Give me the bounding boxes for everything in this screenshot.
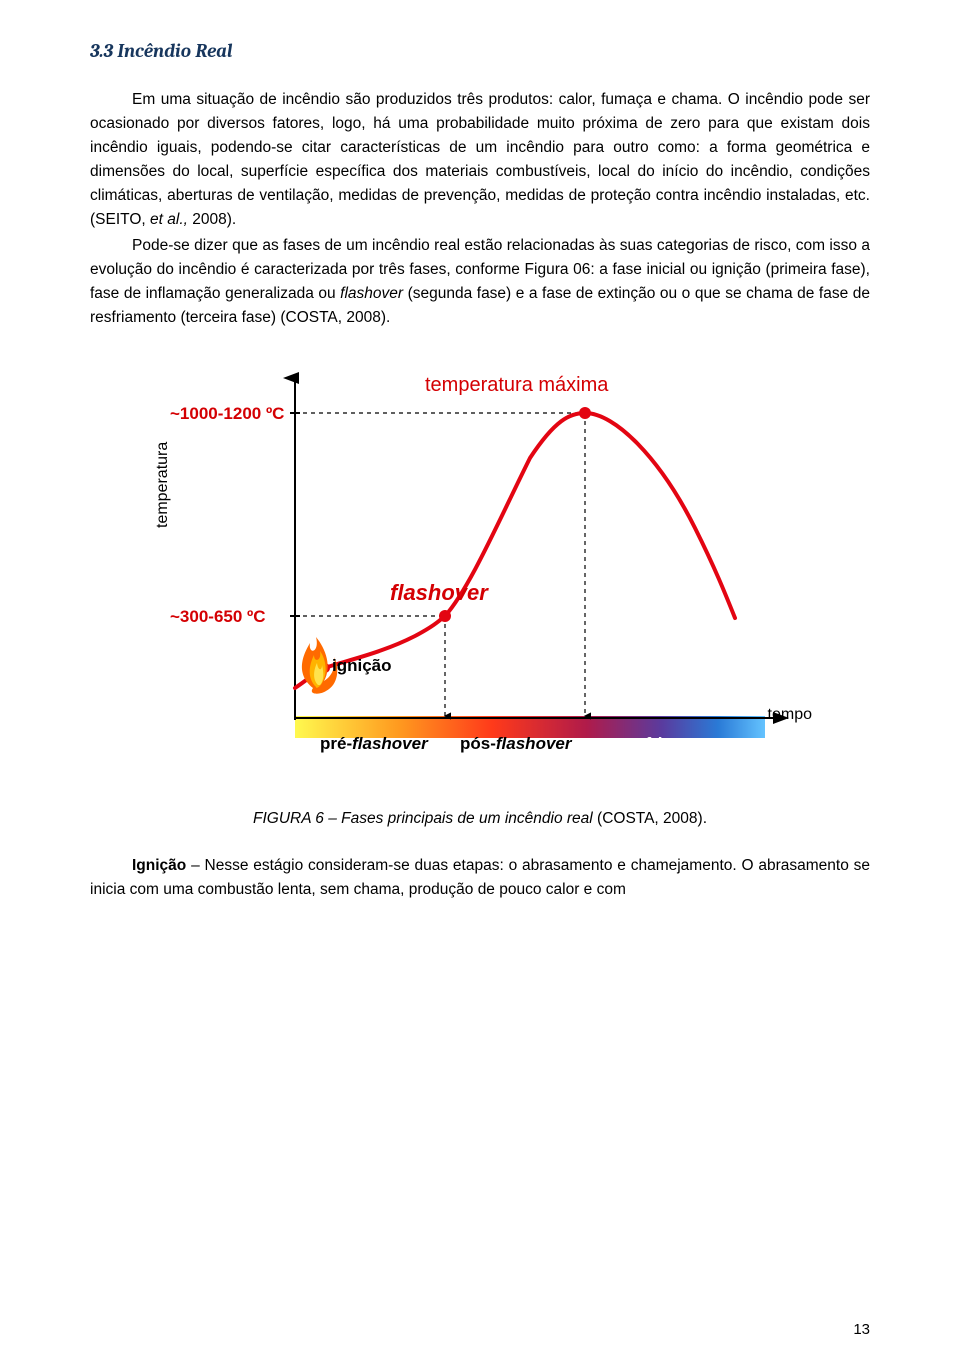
p1-end: 2008). [192,211,236,228]
phase-cooling: resfriamento [620,734,723,754]
figcap-italic: FIGURA 6 – Fases principais de um incênd… [253,810,597,827]
point-flashover [439,610,451,622]
figure-caption: FIGURA 6 – Fases principais de um incênd… [253,810,707,828]
y-axis-label: temperatura [154,442,172,528]
phase1-a: pré- [320,734,352,753]
p1-text: Em uma situação de incêndio são produzid… [90,91,870,228]
x-axis-label: tempo [768,706,812,724]
paragraph-1: Em uma situação de incêndio são produzid… [90,88,870,232]
p1-italic: et al., [150,211,188,228]
phase2-b: flashover [496,734,572,753]
ann-ignition: ignição [332,656,392,676]
section-number: 3.3 [90,40,113,62]
p2-italic1: flashover [340,285,403,302]
temperature-curve [295,413,735,688]
phase2-a: pós- [460,734,496,753]
section-title: Incêndio Real [117,40,232,62]
point-max-temp [579,407,591,419]
phase-pre-flashover: pré-flashover [320,734,428,754]
ann-max-temp: temperatura máxima [425,374,608,397]
paragraph-2: Pode-se dizer que as fases de um incêndi… [90,234,870,330]
section-heading: 3.3 Incêndio Real [90,40,870,62]
ann-flashover: flashover [390,580,488,606]
p3-text: – Nesse estágio consideram-se duas etapa… [90,857,870,898]
phase-post-flashover: pós-flashover [460,734,571,754]
ytick-mid: ~300-650 ºC [170,607,266,627]
figcap-roman: (COSTA, 2008). [597,810,707,827]
figure-6: temperatura tempo ~1000-1200 ºC ~300-650… [90,358,870,828]
page-number: 13 [853,1321,870,1338]
paragraph-3: Ignição – Nesse estágio consideram-se du… [90,854,870,902]
p3-bold: Ignição [132,857,186,874]
ytick-high: ~1000-1200 ºC [170,404,284,424]
fire-phases-chart: temperatura tempo ~1000-1200 ºC ~300-650… [160,358,800,788]
phase1-b: flashover [352,734,428,753]
